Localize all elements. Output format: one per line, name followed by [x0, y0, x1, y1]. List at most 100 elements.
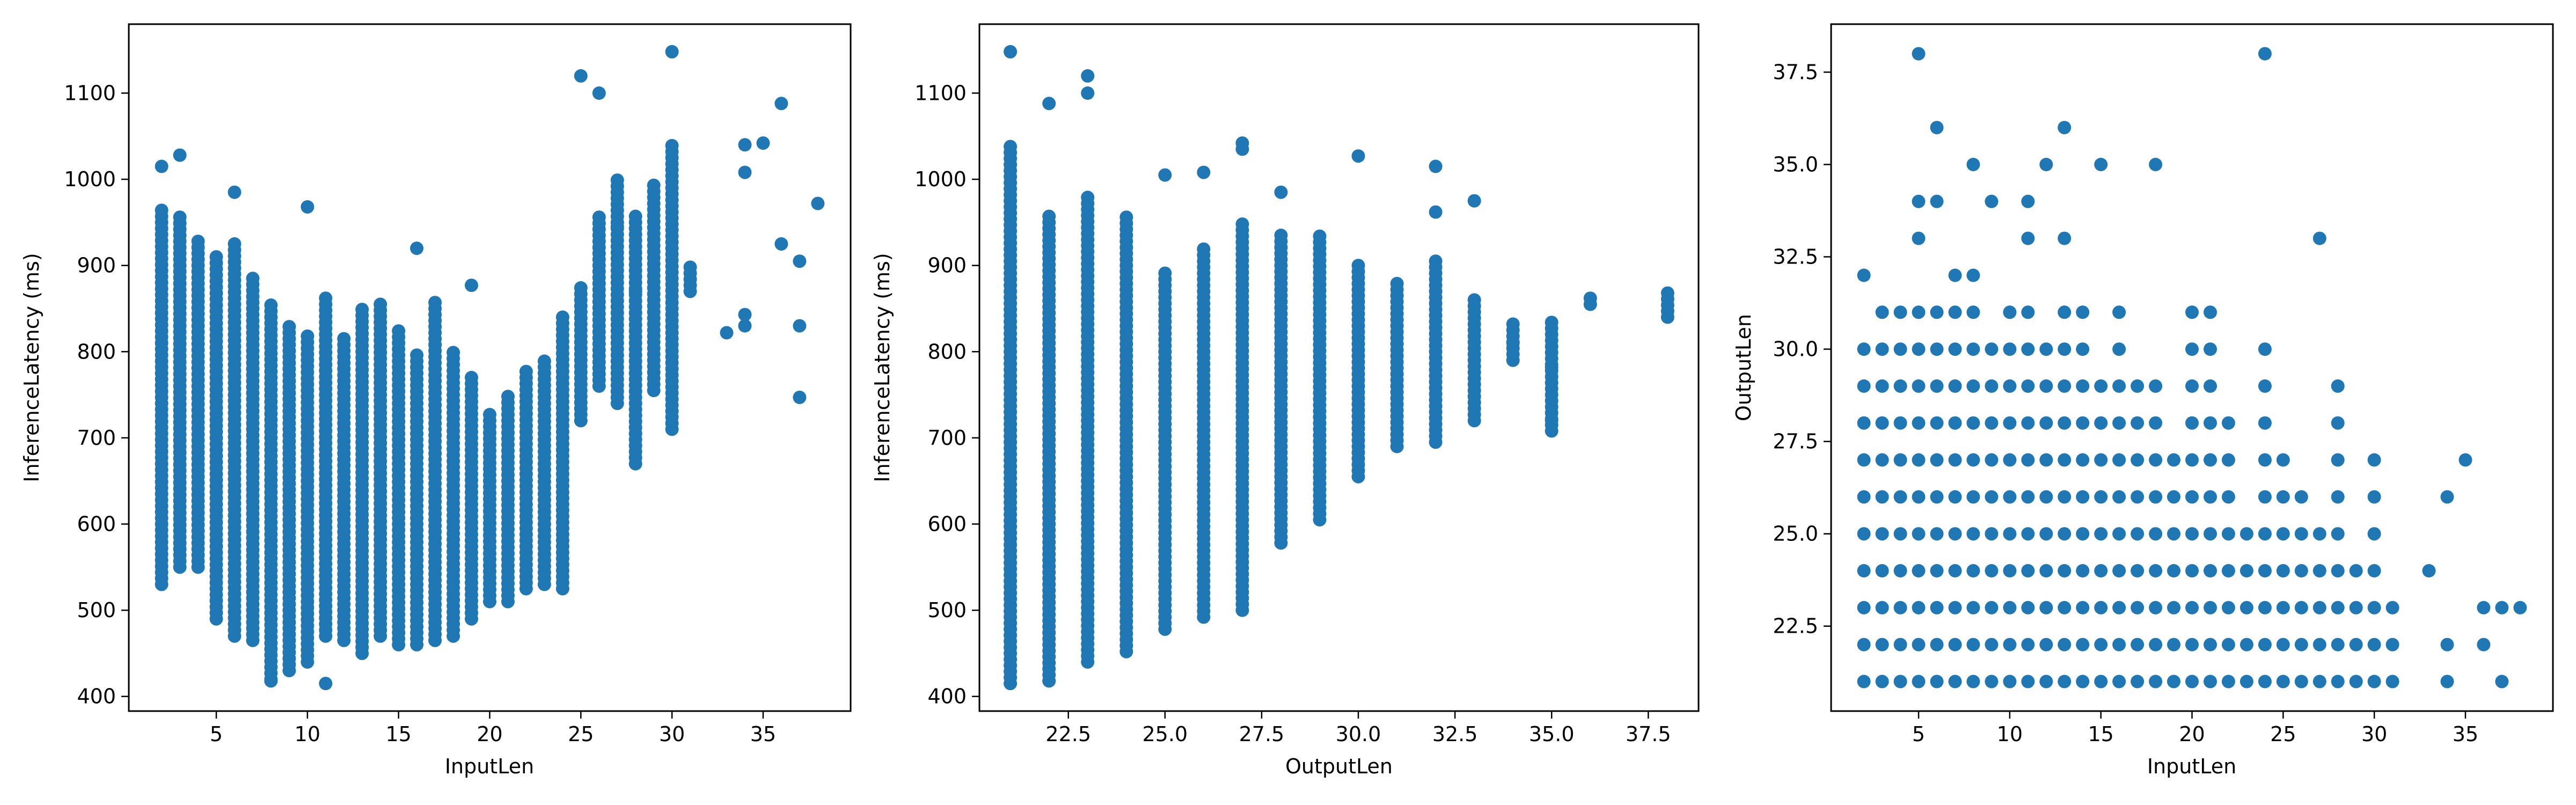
x-axis-label-3: InputLen: [2147, 755, 2236, 778]
data-point: [2185, 638, 2199, 652]
data-point: [2276, 675, 2290, 689]
y-tick-label: 900: [927, 254, 967, 277]
data-point: [738, 165, 752, 179]
data-point: [1948, 527, 1962, 541]
data-point: [2440, 675, 2454, 689]
data-point: [2058, 638, 2072, 652]
y-tick-label: 1100: [914, 81, 967, 105]
data-point: [2240, 601, 2253, 614]
data-point: [1930, 638, 1944, 652]
y-tick-label: 600: [77, 512, 116, 536]
y-tick-label: 1000: [64, 167, 116, 191]
data-point: [2076, 342, 2090, 356]
y-tick-label: 500: [927, 598, 967, 622]
data-point: [2204, 527, 2217, 541]
x-tick-label: 22.5: [1045, 722, 1091, 746]
data-point: [2094, 490, 2108, 504]
data-point: [2258, 527, 2272, 541]
data-point: [1948, 379, 1962, 393]
data-point: [2112, 416, 2126, 430]
data-point: [2039, 675, 2053, 689]
data-point: [2513, 601, 2527, 614]
data-point: [2422, 564, 2436, 577]
x-tick-label: 20: [2179, 722, 2205, 746]
data-point: [1875, 453, 1889, 467]
data-point: [665, 138, 679, 152]
x-tick-label: 25: [2270, 722, 2296, 746]
data-point: [1912, 453, 1926, 467]
data-point: [2003, 342, 2017, 356]
data-point: [1985, 342, 1999, 356]
data-point: [1893, 453, 1907, 467]
data-point: [2021, 638, 2035, 652]
data-point: [1985, 453, 1999, 467]
axes-frame-2: [978, 23, 1700, 712]
data-point: [2204, 564, 2217, 577]
data-point: [1660, 286, 1674, 300]
data-point: [1081, 191, 1095, 204]
data-point: [2112, 564, 2126, 577]
y-ticks-1: 400 500 600 700 800 900 1000 1100: [64, 81, 129, 708]
data-point: [2149, 490, 2163, 504]
data-point: [2312, 601, 2326, 614]
data-point: [2185, 490, 2199, 504]
data-point: [1966, 490, 1980, 504]
data-point: [2094, 453, 2108, 467]
data-point: [2058, 601, 2072, 614]
data-point: [1875, 527, 1889, 541]
data-point: [2367, 564, 2381, 577]
data-point: [2058, 675, 2072, 689]
data-point: [465, 371, 478, 384]
data-point: [1429, 205, 1443, 219]
data-point: [2204, 490, 2217, 504]
data-point: [1948, 490, 1962, 504]
data-point: [2312, 564, 2326, 577]
data-point: [1857, 342, 1871, 356]
x-tick-label: 20: [477, 722, 502, 746]
data-point: [2058, 379, 2072, 393]
data-point: [1912, 564, 1926, 577]
data-point: [1857, 564, 1871, 577]
data-point: [1948, 416, 1962, 430]
data-point: [1875, 601, 1889, 614]
x-tick-label: 30: [659, 722, 685, 746]
x-tick-label: 10: [295, 722, 320, 746]
data-point: [2185, 527, 2199, 541]
data-point: [1985, 564, 1999, 577]
y-tick-label: 22.5: [1773, 614, 1818, 638]
y-axis-label-1: InferenceLatency (ms): [20, 253, 43, 482]
scatter-points-1: [155, 45, 825, 691]
data-point: [2131, 453, 2145, 467]
x-ticks-1: 5 10 15 20 25 30 35: [210, 711, 776, 746]
data-point: [2039, 416, 2053, 430]
data-point: [2076, 527, 2090, 541]
data-point: [2003, 416, 2017, 430]
data-point: [2058, 564, 2072, 577]
data-point: [228, 185, 241, 199]
data-point: [2021, 601, 2035, 614]
data-point: [2094, 379, 2108, 393]
data-point: [1583, 291, 1597, 305]
axes-frame-3: [1830, 23, 2554, 712]
data-point: [264, 674, 278, 688]
data-point: [1857, 601, 1871, 614]
data-point: [2294, 675, 2308, 689]
data-point: [519, 364, 533, 378]
data-point: [1930, 379, 1944, 393]
data-point: [1948, 342, 1962, 356]
data-point: [2167, 675, 2180, 689]
data-point: [1119, 210, 1133, 224]
x-axis-label-2: OutputLen: [1285, 755, 1393, 778]
data-point: [209, 250, 223, 264]
data-point: [155, 203, 169, 217]
data-point: [2131, 379, 2145, 393]
data-point: [2204, 379, 2217, 393]
data-point: [2167, 564, 2180, 577]
data-point: [1930, 342, 1944, 356]
data-point: [1875, 379, 1889, 393]
data-point: [1912, 305, 1926, 319]
data-point: [2112, 379, 2126, 393]
data-point: [2076, 638, 2090, 652]
data-point: [228, 237, 241, 251]
data-point: [1893, 379, 1907, 393]
